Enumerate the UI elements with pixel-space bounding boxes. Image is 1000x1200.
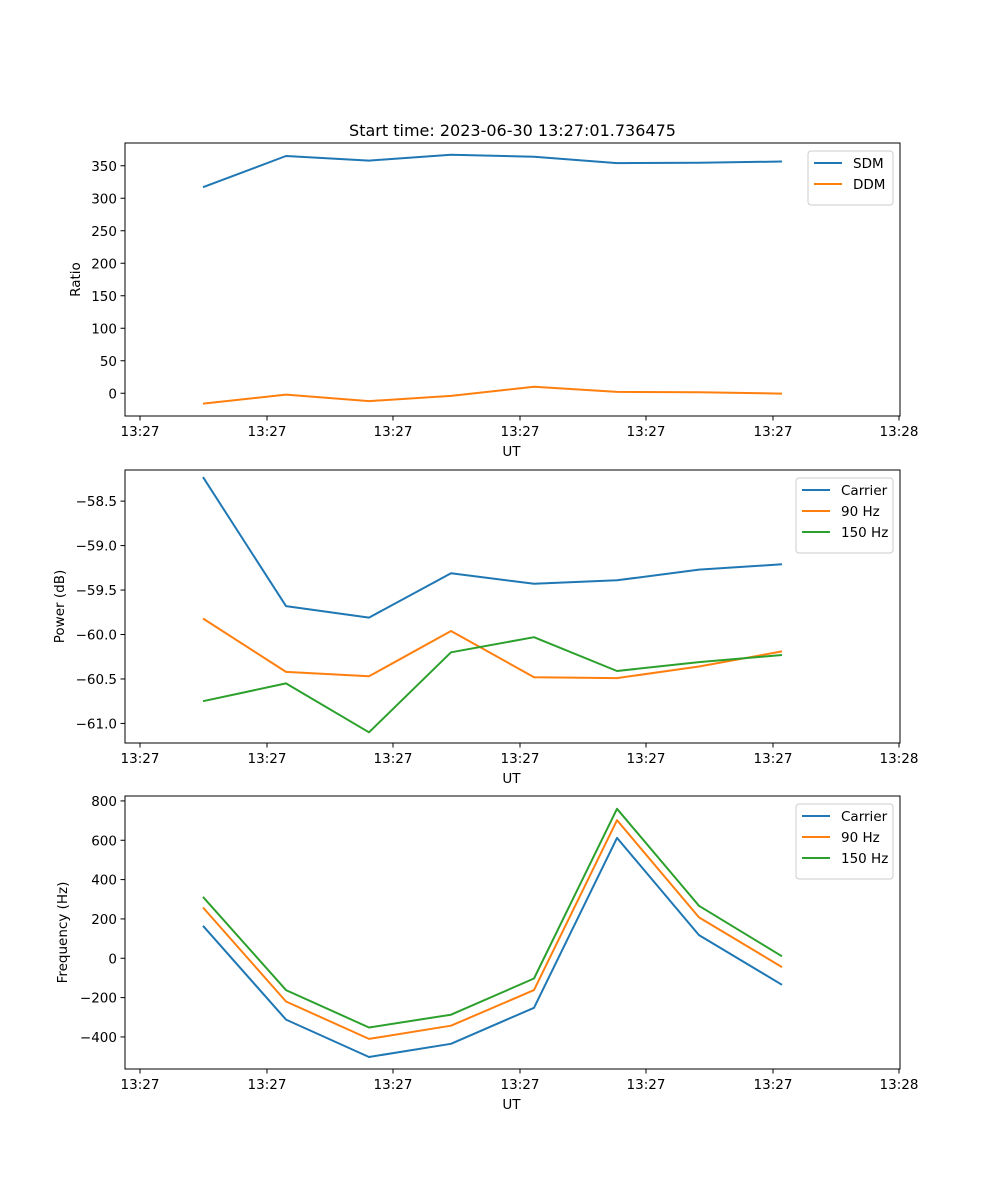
legend-label: 150 Hz [841, 525, 888, 541]
x-tick-label: 13:27 [501, 1077, 540, 1093]
y-tick-label: 350 [91, 159, 117, 175]
subplot-3: 13:27 13:27 13:27 13:27 13:27 13:27 13:28 −400 −… [55, 794, 918, 1113]
series-line-ddm [202, 385, 783, 405]
legend-label: Carrier [841, 809, 888, 825]
legend-label: 150 Hz [841, 851, 888, 867]
legend: SDM DDM [807, 150, 894, 206]
y-axis-label: Frequency (Hz) [55, 882, 71, 984]
x-axis-label: UT [502, 1097, 521, 1113]
y-axis-label: Power (dB) [52, 570, 68, 643]
x-tick-label: 13:27 [627, 424, 666, 440]
subplot-1: 13:27 13:27 13:27 13:27 13:27 13:27 13:28 0 50 10… [68, 142, 919, 460]
series-line-150-hz [202, 636, 783, 734]
x-tick-label: 13:27 [627, 1077, 666, 1093]
legend-label: 90 Hz [841, 830, 880, 846]
x-tick-label: 13:27 [121, 424, 160, 440]
legend-label: SDM [853, 156, 884, 172]
legend: Carrier 90 Hz 150 Hz [795, 803, 894, 880]
y-tick-label: 150 [91, 289, 117, 305]
x-tick-label: 13:28 [880, 751, 919, 767]
y-tick-label: −200 [80, 991, 117, 1007]
y-tick-label: 300 [91, 191, 117, 207]
y-tick-label: 200 [91, 912, 117, 928]
y-tick-label: 100 [91, 321, 117, 337]
y-tick-label: −60.5 [76, 672, 117, 688]
y-tick-label: −58.5 [76, 494, 117, 510]
x-axis-label: UT [502, 444, 521, 460]
y-tick-label: 400 [91, 873, 117, 889]
y-tick-label: 800 [91, 794, 117, 810]
subplots: 13:27 13:27 13:27 13:27 13:27 13:27 13:28 0 50 10… [52, 142, 919, 1113]
plot-area-frame [124, 469, 901, 744]
x-tick-label: 13:28 [880, 1077, 919, 1093]
y-axis-label: Ratio [68, 262, 84, 297]
y-tick-label: 0 [108, 386, 117, 402]
y-tick-label: 50 [100, 354, 117, 370]
y-tick-label: 200 [91, 256, 117, 272]
series-line-150-hz [202, 807, 783, 1029]
x-tick-label: 13:27 [501, 751, 540, 767]
x-tick-label: 13:27 [754, 424, 793, 440]
x-tick-label: 13:27 [121, 751, 160, 767]
y-tick-label: −59.5 [76, 583, 117, 599]
x-tick-label: 13:27 [501, 424, 540, 440]
legend-label: DDM [853, 177, 885, 193]
legend: Carrier 90 Hz 150 Hz [795, 477, 894, 554]
series-line-carrier [202, 476, 783, 619]
figure-title: Start time: 2023-06-30 13:27:01.736475 [349, 121, 676, 140]
plot-area-frame [124, 142, 901, 417]
x-tick-label: 13:27 [248, 1077, 287, 1093]
x-tick-label: 13:27 [754, 751, 793, 767]
subplot-2: 13:27 13:27 13:27 13:27 13:27 13:27 13:28 −61.0… [52, 469, 919, 787]
x-tick-label: 13:27 [627, 751, 666, 767]
y-tick-label: −60.0 [76, 628, 117, 644]
y-tick-label: 0 [108, 951, 117, 967]
x-tick-label: 13:28 [880, 424, 919, 440]
x-tick-label: 13:27 [754, 1077, 793, 1093]
x-axis-label: UT [502, 771, 521, 787]
y-tick-label: −59.0 [76, 539, 117, 555]
series-line-90-hz [202, 819, 783, 1040]
y-tick-label: −61.0 [76, 716, 117, 732]
legend-label: Carrier [841, 483, 888, 499]
y-tick-label: −400 [80, 1030, 117, 1046]
series-line-sdm [202, 153, 783, 189]
series-line-90-hz [202, 617, 783, 680]
x-tick-label: 13:27 [374, 1077, 413, 1093]
x-tick-label: 13:27 [248, 424, 287, 440]
legend-label: 90 Hz [841, 504, 880, 520]
legend-box [807, 150, 894, 206]
legend-box [795, 477, 894, 554]
legend-box [795, 803, 894, 880]
plot-area-frame [124, 795, 901, 1070]
y-tick-label: 250 [91, 224, 117, 240]
x-tick-label: 13:27 [121, 1077, 160, 1093]
series-line-carrier [202, 836, 783, 1058]
x-tick-label: 13:27 [374, 424, 413, 440]
x-tick-label: 13:27 [374, 751, 413, 767]
x-tick-label: 13:27 [248, 751, 287, 767]
y-tick-label: 600 [91, 833, 117, 849]
